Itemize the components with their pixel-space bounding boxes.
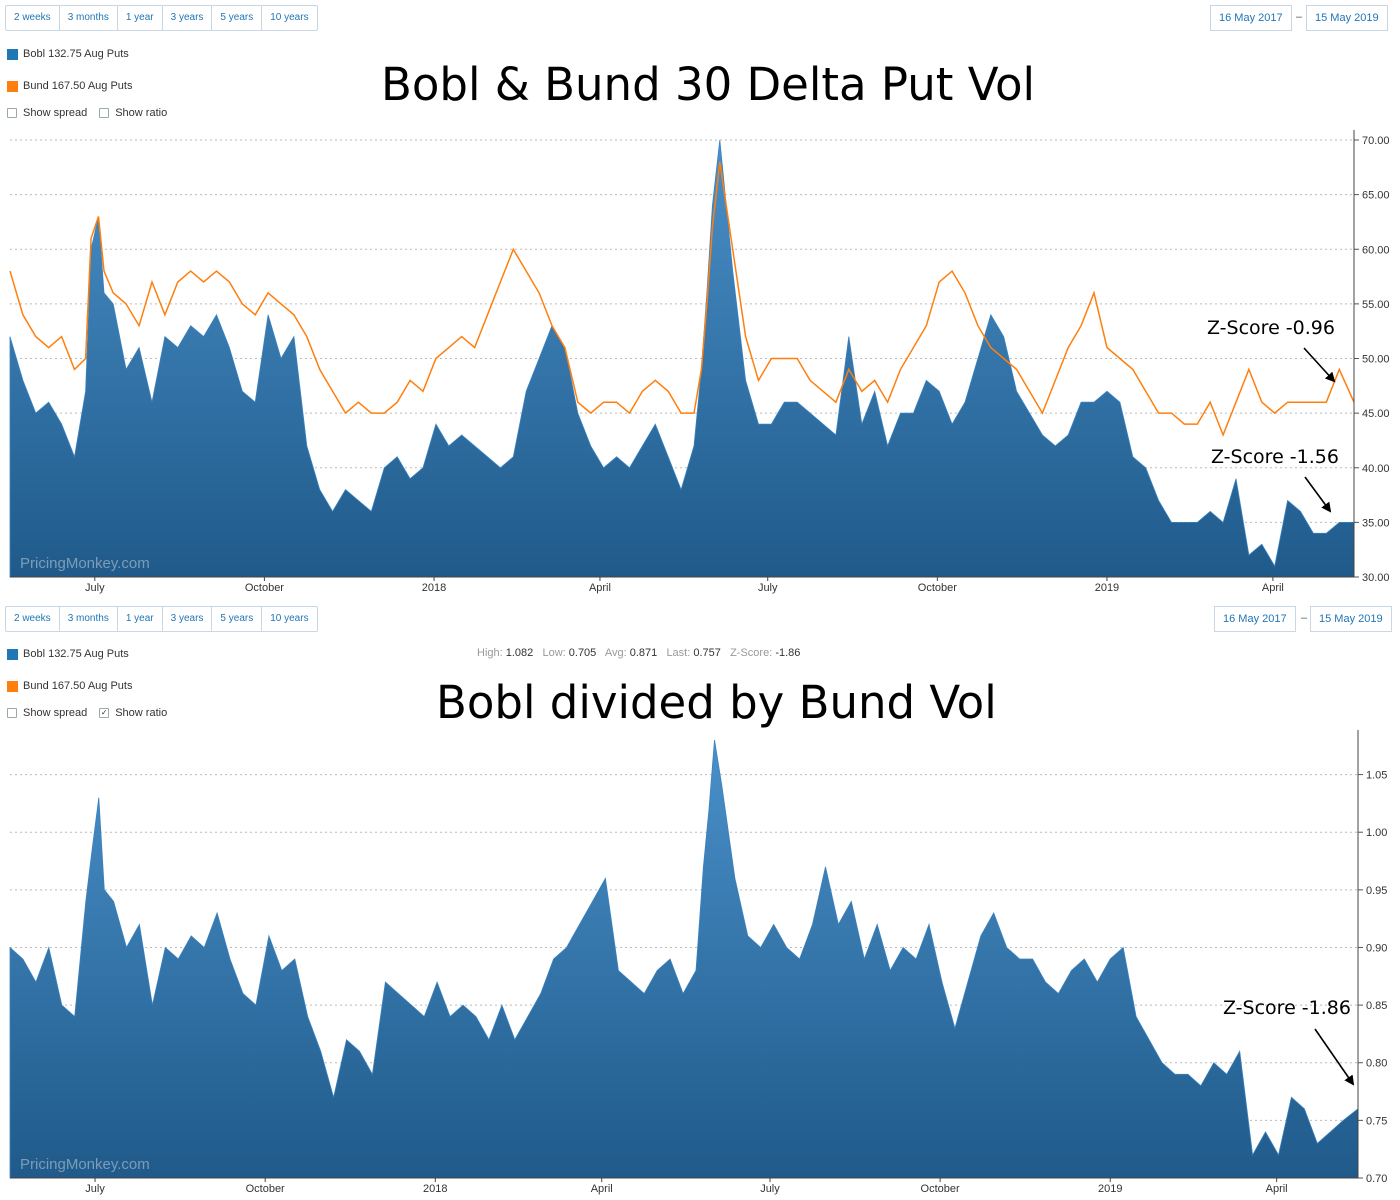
x-tick-label: October	[921, 1183, 960, 1195]
y-tick-label: 0.90	[1366, 942, 1387, 954]
x-tick-label: 2019	[1098, 1183, 1122, 1195]
annotation-arrow	[1315, 1029, 1353, 1084]
x-tick-label: April	[589, 582, 611, 594]
watermark: PricingMonkey.com	[20, 555, 150, 572]
vol-chart: 30.00 35.00 40.00 45.00 50.00 55.00 60.00 65.00…	[0, 0, 1400, 600]
y-tick-label: 30.00	[1362, 572, 1390, 584]
annotation-arrow	[1304, 348, 1334, 381]
y-tick-label: 50.00	[1362, 354, 1390, 366]
annotation-zscore: Z-Score -0.96	[1207, 317, 1335, 339]
ratio-chart: 0.70 0.75 0.80 0.85 0.90 0.95 1.00 1.05 July Octo…	[0, 600, 1400, 1200]
annotation-zscore: Z-Score -1.56	[1211, 446, 1339, 468]
y-tick-label: 60.00	[1362, 244, 1390, 256]
y-tick-label: 70.00	[1362, 135, 1390, 147]
bottom-chart-panel: 2 weeks 3 months 1 year 3 years 5 years …	[0, 600, 1400, 1200]
y-tick-label: 65.00	[1362, 190, 1390, 202]
y-tick-label: 0.80	[1366, 1058, 1387, 1070]
y-tick-label: 35.00	[1362, 517, 1390, 529]
x-tick-label: 2018	[422, 582, 446, 594]
x-tick-label: April	[1266, 1183, 1288, 1195]
x-tick-label: October	[245, 582, 284, 594]
x-tick-label: July	[758, 582, 778, 594]
y-tick-label: 1.00	[1366, 827, 1387, 839]
x-tick-label: 2018	[423, 1183, 447, 1195]
series-area-bobl	[10, 740, 1358, 1178]
x-tick-label: October	[246, 1183, 285, 1195]
y-tick-label: 0.95	[1366, 885, 1387, 897]
watermark: PricingMonkey.com	[20, 1156, 150, 1173]
y-tick-label: 1.05	[1366, 770, 1387, 782]
x-tick-label: July	[85, 582, 105, 594]
annotation-zscore: Z-Score -1.86	[1223, 997, 1351, 1019]
annotation-arrow	[1305, 477, 1330, 511]
y-tick-label: 0.70	[1366, 1173, 1387, 1185]
x-tick-label: April	[1262, 582, 1284, 594]
y-tick-label: 0.85	[1366, 1000, 1387, 1012]
x-tick-label: April	[591, 1183, 613, 1195]
x-tick-label: October	[918, 582, 957, 594]
x-tick-label: July	[760, 1183, 780, 1195]
x-tick-label: July	[85, 1183, 105, 1195]
y-tick-label: 0.75	[1366, 1115, 1387, 1127]
y-tick-label: 40.00	[1362, 463, 1390, 475]
y-tick-label: 55.00	[1362, 299, 1390, 311]
y-tick-label: 45.00	[1362, 408, 1390, 420]
top-chart-panel: 2 weeks 3 months 1 year 3 years 5 years …	[0, 0, 1400, 600]
x-tick-label: 2019	[1095, 582, 1119, 594]
